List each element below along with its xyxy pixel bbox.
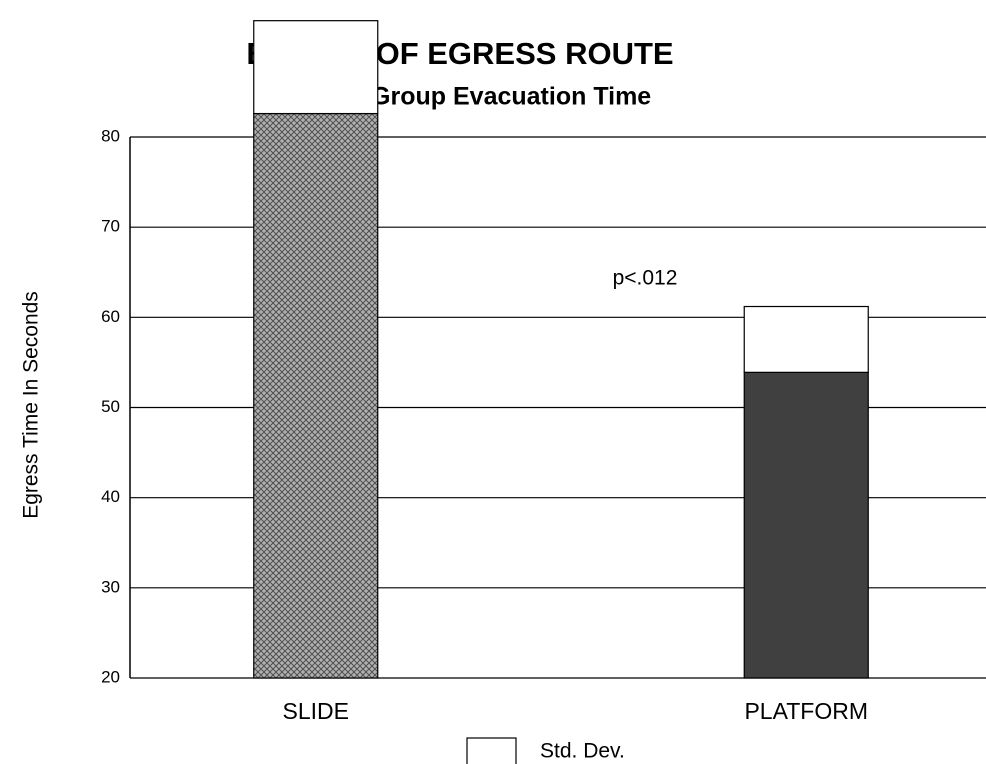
- bar: [743, 305, 869, 373]
- y-tick-label: 50: [101, 397, 120, 416]
- bar: [253, 20, 379, 115]
- y-axis-label: Egress Time In Seconds: [20, 291, 43, 519]
- x-tick-label: SLIDE: [283, 698, 349, 724]
- y-tick-label: 40: [101, 487, 120, 506]
- legend-swatch: [466, 737, 517, 764]
- y-tick-label: 60: [101, 307, 120, 326]
- bar: [743, 371, 869, 679]
- x-tick-label: PLATFORM: [744, 698, 868, 724]
- y-tick-label: 80: [101, 126, 120, 145]
- bar-hatch: [253, 113, 378, 679]
- y-tick-label: 30: [101, 577, 120, 596]
- y-tick-label: 70: [101, 217, 120, 236]
- annotation: p<.012: [613, 267, 678, 290]
- y-tick-label: 20: [101, 667, 120, 686]
- legend-label: Std. Dev.: [540, 740, 625, 763]
